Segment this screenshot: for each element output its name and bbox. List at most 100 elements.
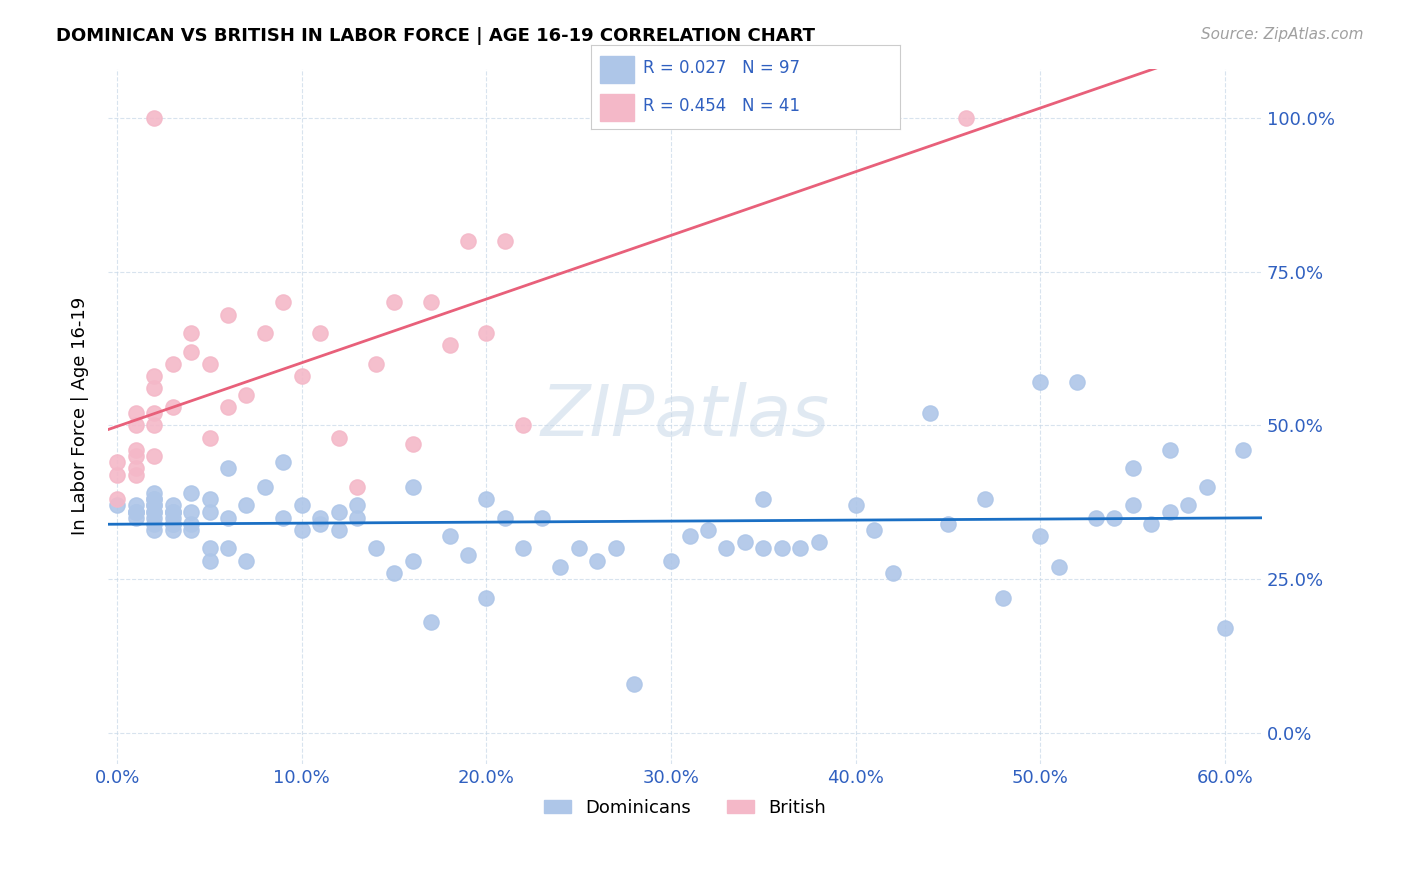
Point bbox=[1213, 622, 1236, 636]
Point bbox=[752, 492, 775, 507]
Point bbox=[1232, 443, 1254, 458]
Point bbox=[291, 499, 314, 513]
Point bbox=[955, 111, 977, 125]
Point bbox=[217, 461, 239, 475]
Point bbox=[993, 591, 1015, 605]
Point bbox=[475, 326, 498, 340]
Point bbox=[364, 357, 387, 371]
Point bbox=[1177, 499, 1199, 513]
Point bbox=[734, 535, 756, 549]
Point bbox=[162, 510, 184, 524]
Text: R = 0.454   N = 41: R = 0.454 N = 41 bbox=[643, 97, 800, 115]
Point bbox=[273, 295, 295, 310]
Point bbox=[420, 295, 443, 310]
Text: Source: ZipAtlas.com: Source: ZipAtlas.com bbox=[1201, 27, 1364, 42]
Point bbox=[125, 504, 148, 518]
Point bbox=[550, 560, 572, 574]
Point bbox=[346, 510, 368, 524]
Point bbox=[143, 523, 166, 537]
Text: R = 0.027   N = 97: R = 0.027 N = 97 bbox=[643, 60, 800, 78]
Point bbox=[1140, 516, 1163, 531]
Point bbox=[863, 523, 886, 537]
Point bbox=[143, 499, 166, 513]
Point bbox=[217, 510, 239, 524]
Point bbox=[162, 400, 184, 414]
Point bbox=[217, 400, 239, 414]
Point bbox=[180, 516, 202, 531]
Point bbox=[512, 541, 534, 556]
Bar bbox=[600, 55, 634, 83]
Point bbox=[401, 554, 423, 568]
Point bbox=[143, 406, 166, 420]
Point bbox=[1159, 504, 1181, 518]
Point bbox=[1159, 443, 1181, 458]
Point bbox=[845, 499, 868, 513]
Point bbox=[401, 480, 423, 494]
Point bbox=[105, 455, 128, 469]
Point bbox=[716, 541, 738, 556]
Point bbox=[457, 234, 479, 248]
Point bbox=[125, 418, 148, 433]
Point bbox=[143, 418, 166, 433]
Point bbox=[1084, 510, 1107, 524]
Point bbox=[162, 504, 184, 518]
Point bbox=[364, 541, 387, 556]
Point bbox=[494, 510, 516, 524]
Point bbox=[420, 615, 443, 630]
Point bbox=[198, 492, 221, 507]
Point bbox=[198, 504, 221, 518]
Point bbox=[309, 510, 332, 524]
Point bbox=[125, 467, 148, 482]
Point bbox=[530, 510, 553, 524]
Point bbox=[143, 510, 166, 524]
Point bbox=[346, 480, 368, 494]
Point bbox=[401, 437, 423, 451]
Text: DOMINICAN VS BRITISH IN LABOR FORCE | AGE 16-19 CORRELATION CHART: DOMINICAN VS BRITISH IN LABOR FORCE | AG… bbox=[56, 27, 815, 45]
Point bbox=[807, 535, 830, 549]
Point bbox=[328, 523, 350, 537]
Point bbox=[974, 492, 997, 507]
Point bbox=[309, 326, 332, 340]
Point bbox=[105, 467, 128, 482]
Point bbox=[586, 554, 609, 568]
Point bbox=[105, 499, 128, 513]
Point bbox=[143, 504, 166, 518]
Point bbox=[125, 510, 148, 524]
Point bbox=[180, 523, 202, 537]
Point bbox=[180, 486, 202, 500]
Point bbox=[1122, 499, 1144, 513]
Point bbox=[162, 516, 184, 531]
Point bbox=[143, 382, 166, 396]
Point bbox=[1066, 376, 1088, 390]
Point bbox=[162, 516, 184, 531]
Point bbox=[125, 443, 148, 458]
Point bbox=[125, 461, 148, 475]
Text: ZIPatlas: ZIPatlas bbox=[540, 382, 830, 450]
Point bbox=[162, 523, 184, 537]
Point bbox=[678, 529, 700, 543]
Point bbox=[162, 357, 184, 371]
Point bbox=[457, 548, 479, 562]
Point bbox=[1195, 480, 1218, 494]
Point bbox=[143, 492, 166, 507]
Point bbox=[382, 566, 405, 580]
Point bbox=[198, 357, 221, 371]
Point bbox=[623, 677, 645, 691]
Point bbox=[217, 541, 239, 556]
Point bbox=[382, 295, 405, 310]
Point bbox=[346, 499, 368, 513]
Legend: Dominicans, British: Dominicans, British bbox=[536, 792, 834, 824]
Point bbox=[697, 523, 720, 537]
Point bbox=[1029, 529, 1052, 543]
Point bbox=[253, 326, 276, 340]
Point bbox=[198, 431, 221, 445]
Point bbox=[162, 504, 184, 518]
Point bbox=[143, 492, 166, 507]
Point bbox=[752, 541, 775, 556]
Point bbox=[291, 523, 314, 537]
Point bbox=[1029, 376, 1052, 390]
Point bbox=[125, 504, 148, 518]
Point bbox=[882, 566, 904, 580]
Point bbox=[143, 449, 166, 463]
Point bbox=[125, 499, 148, 513]
